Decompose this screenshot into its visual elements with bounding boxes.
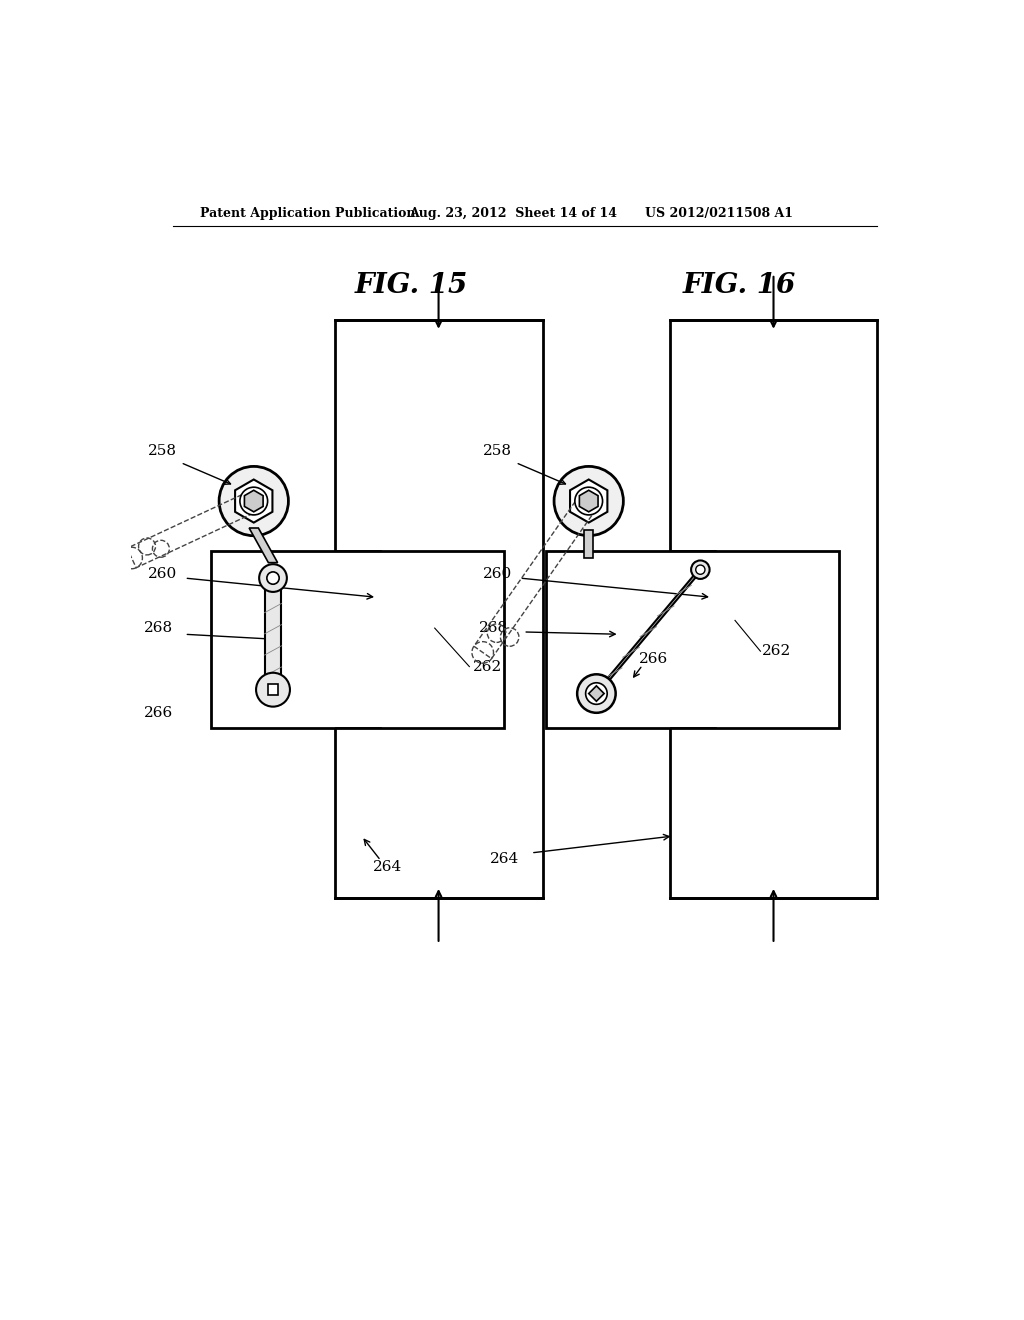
Circle shape [256, 673, 290, 706]
Polygon shape [584, 531, 593, 558]
Circle shape [586, 682, 607, 705]
Polygon shape [589, 686, 604, 701]
Ellipse shape [352, 800, 377, 841]
Ellipse shape [732, 379, 756, 420]
Polygon shape [580, 490, 598, 512]
Bar [547, 552, 839, 729]
Ellipse shape [397, 379, 421, 420]
Polygon shape [570, 479, 607, 523]
Circle shape [554, 466, 624, 536]
Circle shape [578, 675, 615, 713]
Text: FIG. 16: FIG. 16 [682, 272, 796, 298]
Ellipse shape [706, 789, 733, 829]
Text: 262: 262 [762, 644, 792, 659]
Text: 258: 258 [147, 444, 177, 458]
Ellipse shape [687, 800, 712, 841]
Circle shape [219, 466, 289, 536]
Circle shape [259, 564, 287, 591]
Text: 258: 258 [482, 444, 512, 458]
Bar [211, 552, 504, 729]
Text: US 2012/0211508 A1: US 2012/0211508 A1 [645, 207, 793, 220]
Ellipse shape [721, 393, 749, 432]
Polygon shape [245, 490, 263, 512]
Ellipse shape [449, 404, 473, 445]
Text: 266: 266 [143, 706, 173, 719]
Polygon shape [264, 570, 282, 697]
Text: 264: 264 [490, 853, 519, 866]
Circle shape [240, 487, 267, 515]
Ellipse shape [368, 404, 392, 445]
Ellipse shape [371, 789, 398, 829]
Ellipse shape [440, 800, 466, 841]
Ellipse shape [467, 393, 495, 432]
Ellipse shape [806, 775, 829, 817]
Ellipse shape [382, 775, 406, 817]
Text: 260: 260 [482, 568, 512, 581]
Text: 262: 262 [473, 660, 503, 673]
Polygon shape [236, 479, 272, 523]
Text: 266: 266 [639, 652, 668, 665]
Text: 260: 260 [147, 568, 177, 581]
Bar [670, 321, 878, 898]
Text: FIG. 15: FIG. 15 [355, 272, 468, 298]
Circle shape [574, 487, 602, 515]
Ellipse shape [794, 789, 821, 829]
Ellipse shape [386, 393, 414, 432]
Text: 268: 268 [143, 622, 173, 635]
Circle shape [267, 572, 280, 585]
Ellipse shape [459, 789, 486, 829]
Ellipse shape [783, 404, 808, 445]
Ellipse shape [478, 379, 502, 420]
Ellipse shape [471, 775, 495, 817]
Bar [267, 684, 279, 696]
Bar [335, 321, 543, 898]
Polygon shape [591, 565, 707, 698]
Ellipse shape [775, 800, 801, 841]
Ellipse shape [702, 404, 727, 445]
Text: 268: 268 [479, 622, 508, 635]
Ellipse shape [717, 775, 740, 817]
Text: Patent Application Publication: Patent Application Publication [200, 207, 416, 220]
Ellipse shape [813, 379, 837, 420]
Circle shape [691, 561, 710, 579]
Circle shape [695, 565, 705, 574]
Polygon shape [249, 528, 278, 562]
Text: Aug. 23, 2012  Sheet 14 of 14: Aug. 23, 2012 Sheet 14 of 14 [410, 207, 617, 220]
Ellipse shape [802, 393, 829, 432]
Text: 264: 264 [373, 859, 402, 874]
